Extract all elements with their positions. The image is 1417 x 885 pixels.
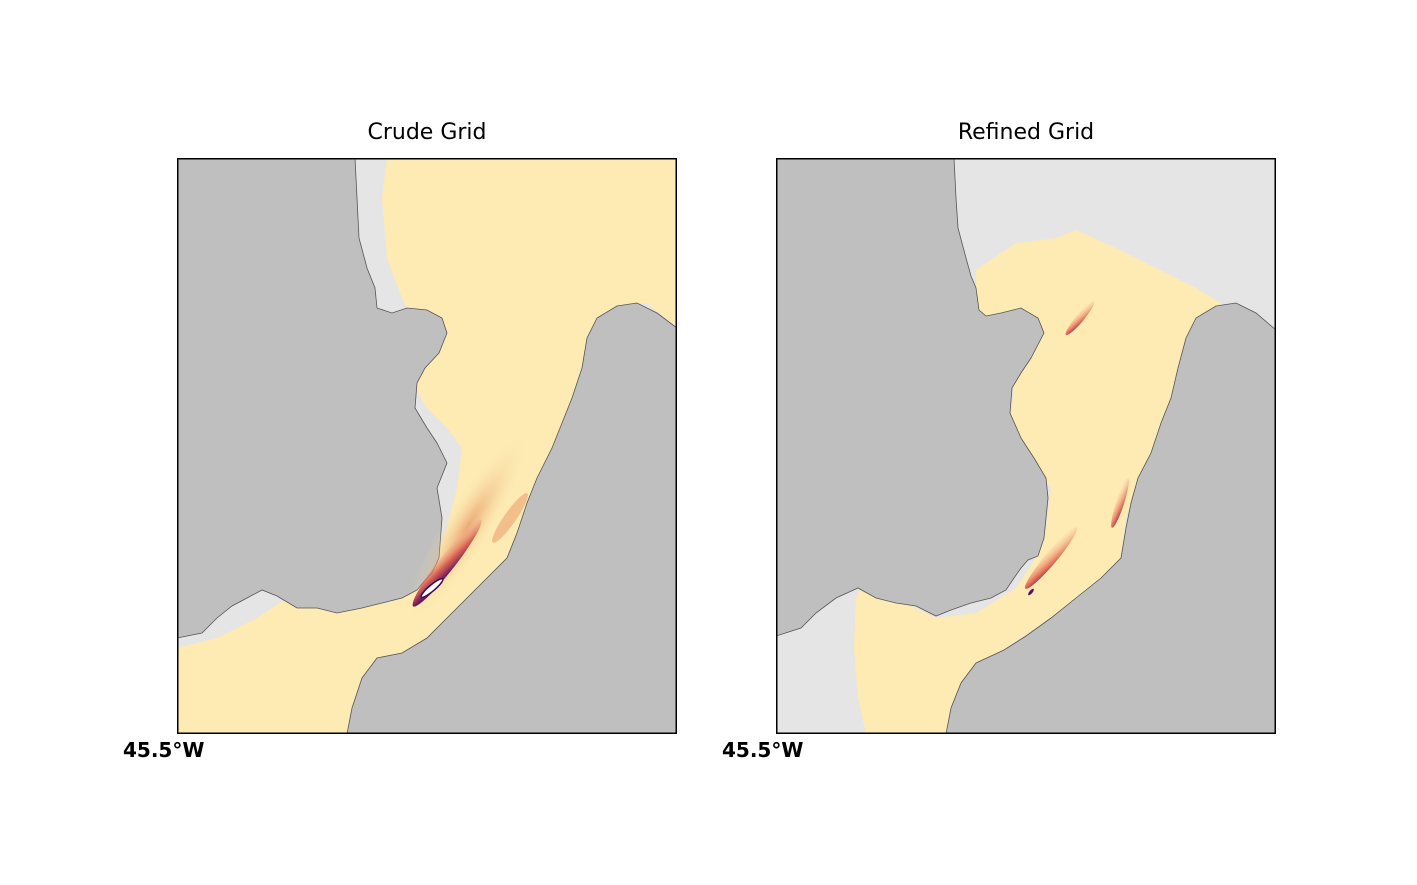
plume-secondary [492,493,528,543]
plume-east [1111,478,1129,528]
plume-north [1065,300,1095,336]
map-refined-grid [776,158,1276,734]
plume-core [412,519,482,607]
plume-peak [420,577,444,599]
land-west [177,158,448,639]
plume-south-peak [1028,588,1034,596]
land-east [346,302,677,734]
plume-south [1024,527,1078,589]
lon-label-refined: 45.5°W [722,738,804,762]
model-field [177,158,677,734]
map-frame [177,158,677,734]
land-west [776,158,1049,637]
map-crude-grid [177,158,677,734]
model-field [854,230,1221,734]
land-east [945,302,1276,734]
panel-title-refined: Refined Grid [957,120,1095,145]
lon-label-crude: 45.5°W [123,738,205,762]
map-frame [776,158,1276,734]
panel-title-crude: Crude Grid [367,120,487,145]
